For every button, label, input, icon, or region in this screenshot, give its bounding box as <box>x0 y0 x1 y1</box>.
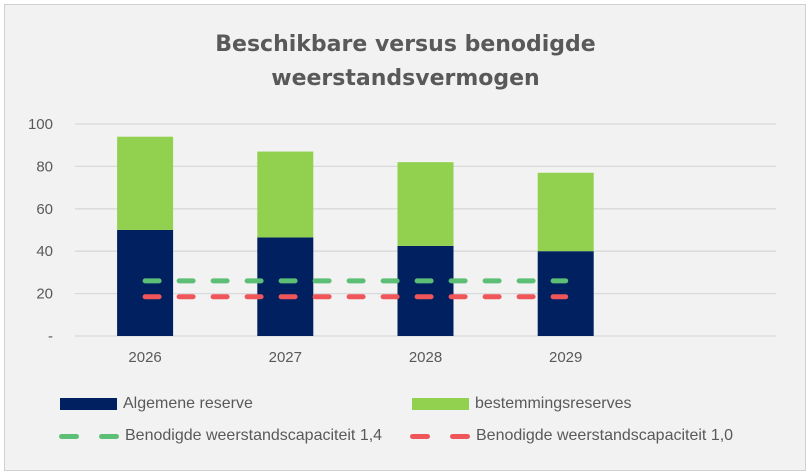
legend-swatch-navy <box>60 398 117 410</box>
legend-item-algemene-reserve: Algemene reserve <box>60 395 253 413</box>
legend-item-capaciteit-1-4: Benodigde weerstandscapaciteit 1,4 <box>59 427 382 445</box>
y-tick-label: 60 <box>36 201 53 218</box>
x-tick-label: 2026 <box>128 349 161 366</box>
bar-bestemmingsreserves <box>537 172 594 252</box>
legend-swatch-green <box>412 398 469 410</box>
legend-item-bestemmingsreserves: bestemmingsreserves <box>412 395 632 413</box>
chart-title: Beschikbare versus benodigde weerstandsv… <box>0 28 811 96</box>
legend-item-capaciteit-1-0: Benodigde weerstandscapaciteit 1,0 <box>410 427 733 445</box>
bar-algemene-reserve <box>537 251 594 336</box>
chart-title-line-1: Beschikbare versus benodigde <box>215 32 596 57</box>
legend-dash-green <box>59 433 119 439</box>
bar-bestemmingsreserves <box>257 151 314 238</box>
x-tick-label: 2027 <box>269 349 302 366</box>
y-tick-label: 80 <box>36 158 53 175</box>
x-tick-label: 2028 <box>409 349 442 366</box>
x-tick-label: 2029 <box>549 349 582 366</box>
y-tick-label: - <box>48 328 53 345</box>
y-tick-label: 100 <box>28 116 53 133</box>
chart-title-line-2: weerstandsvermogen <box>271 66 540 91</box>
bar-bestemmingsreserves <box>117 136 174 230</box>
legend-label: Benodigde weerstandscapaciteit 1,4 <box>125 427 383 444</box>
y-tick-label: 20 <box>36 286 53 303</box>
legend-dash-red <box>410 433 470 439</box>
bar-algemene-reserve <box>257 237 314 336</box>
bar-bestemmingsreserves <box>397 162 454 246</box>
legend-label: bestemmingsreserves <box>475 395 632 412</box>
legend-label: Algemene reserve <box>123 395 253 412</box>
bar-algemene-reserve <box>397 245 454 336</box>
legend-label: Benodigde weerstandscapaciteit 1,0 <box>476 427 734 444</box>
y-tick-label: 40 <box>36 243 53 260</box>
